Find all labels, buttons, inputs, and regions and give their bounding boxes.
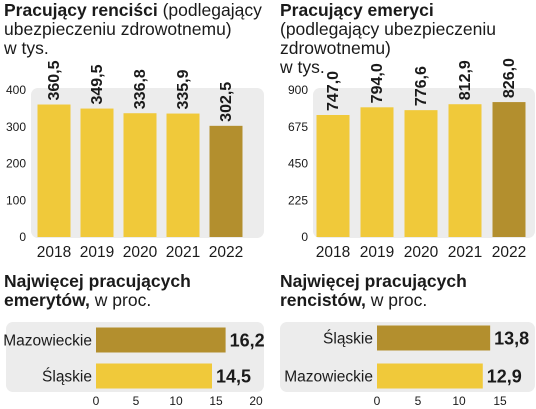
data-label: 776,6 — [413, 66, 430, 106]
y-tick-label: 0 — [301, 230, 308, 244]
x-tick-label: 5 — [133, 394, 140, 408]
y-tick-label: 900 — [288, 83, 308, 97]
data-label: 794,0 — [369, 63, 386, 103]
chart-subtitle: (podlegający ubezpieczeniu zdrowotnemu) — [4, 0, 262, 39]
chart-title: Najwięcej pracujących emerytów, w proc. — [4, 272, 264, 310]
bar — [37, 104, 71, 237]
data-label: 826,0 — [501, 58, 518, 98]
bar — [448, 104, 482, 237]
category-label: Mazowieckie — [3, 333, 92, 350]
data-label: 335,9 — [175, 69, 192, 109]
x-tick-label: 2018 — [316, 244, 350, 261]
x-tick-label: 15 — [209, 394, 223, 408]
x-tick-label: 2018 — [37, 244, 71, 261]
bar — [166, 113, 200, 237]
chart-unit-label: w tys. — [4, 38, 49, 58]
x-tick-label: 20 — [249, 394, 263, 408]
x-tick-label: 5 — [415, 394, 422, 408]
x-tick-label: 2019 — [80, 244, 114, 261]
x-tick-label: 2021 — [166, 244, 200, 261]
bar — [377, 363, 483, 389]
bar — [377, 325, 491, 351]
x-tick-label: 0 — [93, 394, 100, 408]
x-tick-label: 10 — [169, 394, 183, 408]
chart-subtitle: (podlegający ubezpieczeniu zdrowotnemu) — [280, 19, 496, 58]
chart-title-main: Pracujący renciści — [4, 0, 158, 20]
x-tick-label: 2019 — [360, 244, 394, 261]
bar — [492, 102, 526, 237]
bar — [316, 114, 350, 237]
bar — [360, 107, 394, 238]
chart-title-main: Najwięcej pracujących rencistów, — [280, 271, 467, 310]
x-tick-label: 2021 — [448, 244, 482, 261]
x-tick-label: 2022 — [209, 244, 243, 261]
y-tick-label: 450 — [288, 157, 308, 171]
bar — [123, 113, 157, 237]
bar — [209, 125, 243, 237]
bar — [404, 110, 438, 237]
chart-unit-label: w proc. — [94, 290, 152, 310]
data-label: 812,9 — [457, 60, 474, 100]
x-tick-label: 10 — [452, 394, 466, 408]
x-tick-label: 2022 — [492, 244, 526, 261]
chart-unit-label: w proc. — [370, 290, 428, 310]
chart-title: Najwięcej pracujących rencistów, w proc. — [280, 272, 536, 310]
y-tick-label: 200 — [6, 157, 26, 171]
chart-title-main: Najwięcej pracujących emerytów, — [4, 271, 191, 310]
data-label: 349,5 — [89, 64, 106, 104]
data-label: 14,5 — [216, 367, 251, 387]
data-label: 336,8 — [132, 69, 149, 109]
chart-unit-label: w tys. — [280, 57, 325, 77]
y-tick-label: 300 — [6, 120, 26, 134]
chart-title-main: Pracujący emeryci — [280, 0, 434, 20]
category-label: Mazowieckie — [284, 369, 373, 386]
y-tick-label: 675 — [288, 120, 308, 134]
x-tick-label: 2020 — [123, 244, 158, 261]
chart-title: Pracujący renciści (podlegający ubezpiec… — [4, 1, 264, 58]
category-label: Śląskie — [42, 368, 92, 386]
data-label: 302,5 — [218, 82, 235, 122]
data-label: 747,0 — [325, 71, 342, 111]
bar — [96, 363, 212, 389]
x-tick-label: 0 — [374, 394, 381, 408]
y-tick-label: 400 — [6, 83, 26, 97]
x-tick-label: 2020 — [404, 244, 439, 261]
y-tick-label: 225 — [288, 193, 308, 207]
chart-title: Pracujący emeryci (podlegający ubezpiecz… — [280, 1, 536, 77]
bar — [80, 108, 114, 237]
data-label: 12,9 — [487, 367, 522, 387]
y-tick-label: 0 — [19, 230, 26, 244]
data-label: 360,5 — [46, 60, 63, 100]
x-tick-label: 15 — [493, 394, 507, 408]
data-label: 16,2 — [230, 331, 265, 351]
category-label: Śląskie — [323, 330, 373, 348]
y-tick-label: 100 — [6, 193, 26, 207]
data-label: 13,8 — [494, 329, 529, 349]
bar — [96, 327, 226, 353]
